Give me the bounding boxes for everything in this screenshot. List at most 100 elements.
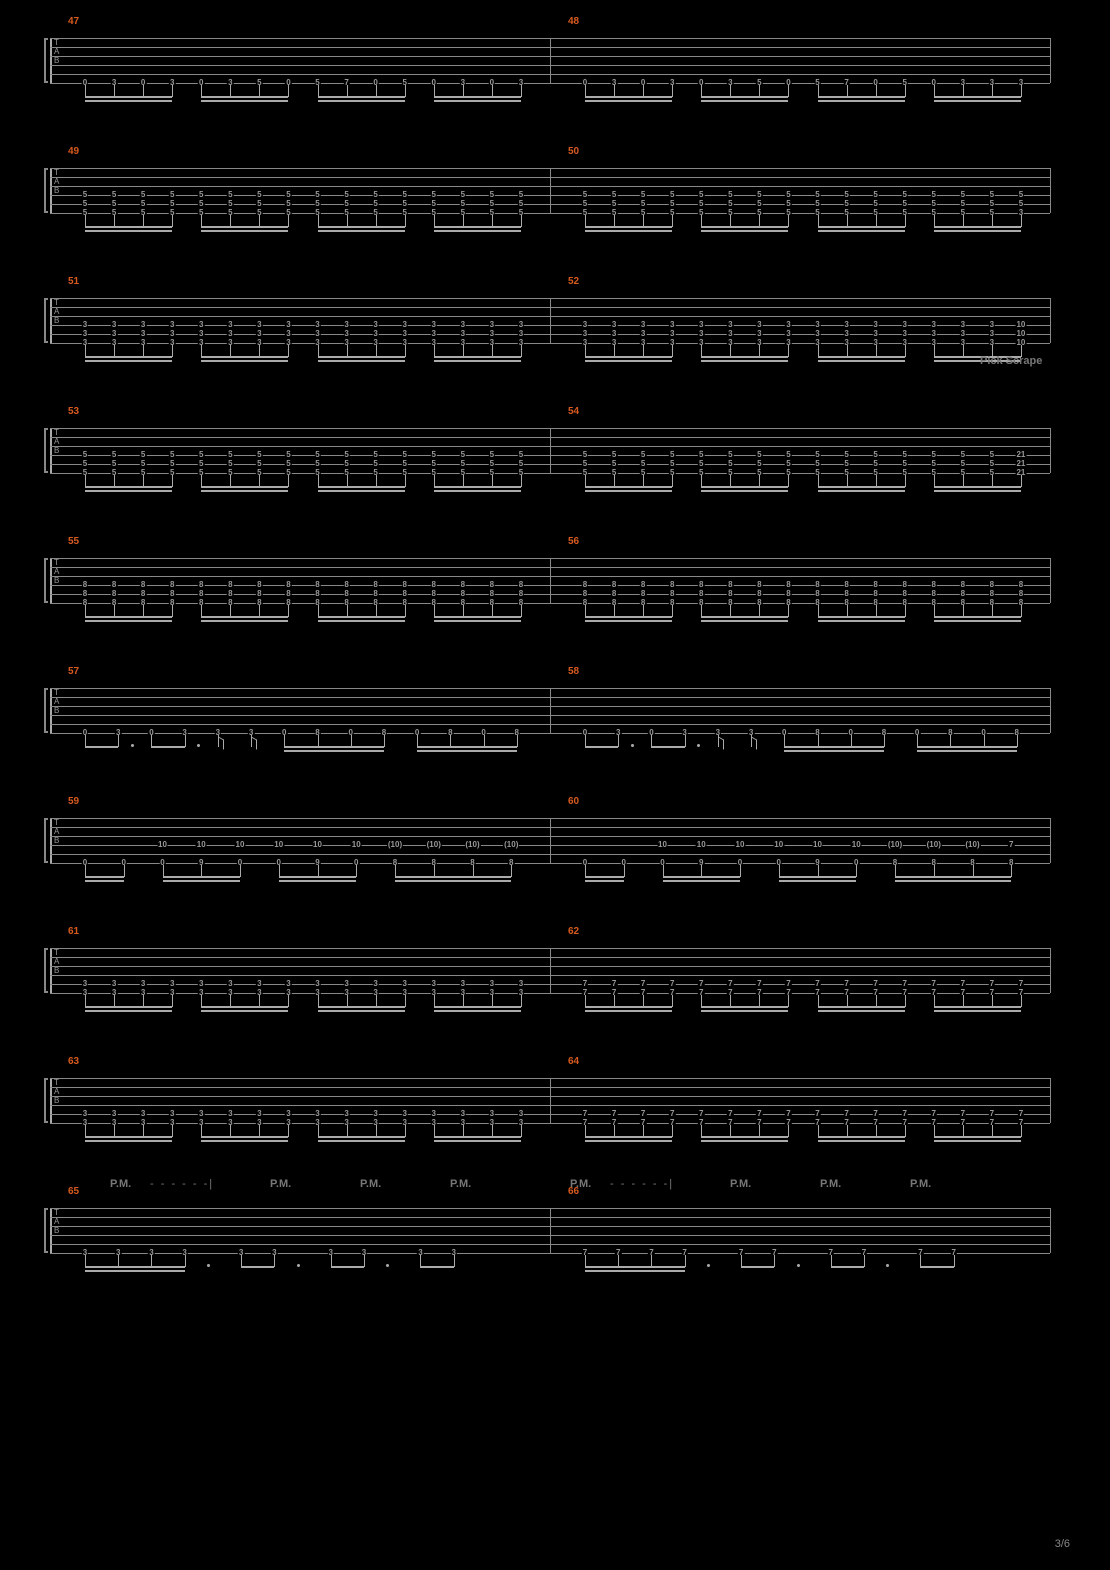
fret-number: 10 [351,841,362,849]
page-number: 3/6 [1055,1538,1070,1550]
fret-number: 3 [256,330,262,338]
fret-number: 7 [989,980,995,988]
fret-number: 8 [640,581,646,589]
fret-number: 3 [431,980,437,988]
barline-end [1050,298,1051,343]
fret-number: 3 [669,321,675,329]
note-beam [701,226,788,228]
fret-number: 8 [169,590,175,598]
note-stem [905,995,906,1007]
barline-mid [550,688,551,733]
fret-number: 8 [901,581,907,589]
fret-number: 10 [235,841,246,849]
fret-number: 5 [285,200,291,208]
fret-number: 3 [960,321,966,329]
fret-number: 3 [785,321,791,329]
fret-number: 3 [401,980,407,988]
fret-number: 8 [460,581,466,589]
note-stem [288,345,289,357]
fret-number: 8 [431,581,437,589]
note-stem [172,605,173,617]
fret-number: 5 [372,191,378,199]
fret-number: 7 [931,980,937,988]
note-beam [201,100,288,102]
note-flag [218,736,224,749]
note-stem [740,865,741,877]
fret-number: 5 [727,451,733,459]
note-stem [905,1125,906,1137]
note-beam [934,1140,1021,1142]
fret-number: 3 [460,980,466,988]
note-beam [434,100,521,102]
fret-number: 5 [285,451,291,459]
fret-number: 3 [489,980,495,988]
fret-number: 3 [756,330,762,338]
fret-number: 5 [256,191,262,199]
fret-number: 3 [460,330,466,338]
fret-number: 5 [843,191,849,199]
note-beam [895,880,1011,882]
fret-number: 7 [901,980,907,988]
fret-number: 10 [157,841,168,849]
note-stem [521,995,522,1007]
barline-end [1050,168,1051,213]
note-beam [163,880,241,882]
fret-number: 7 [1018,1110,1024,1118]
note-beam [585,616,672,618]
note-stem [864,1255,865,1267]
note-beam [85,1270,185,1272]
note-beam [585,620,672,622]
note-beam [934,100,1021,102]
fret-number: 3 [518,980,524,988]
fret-number: 3 [140,1110,146,1118]
fret-number: 3 [285,321,291,329]
note-stem [511,865,512,877]
fret-number: 7 [960,1110,966,1118]
note-beam [85,876,124,878]
note-beam [585,746,618,748]
barline-end [1050,428,1051,473]
note-beam [585,876,624,878]
note-beam [934,230,1021,232]
note-stem [521,85,522,97]
fret-number: 3 [431,321,437,329]
fret-number: 3 [343,980,349,988]
note-stem [1021,995,1022,1007]
note-beam [201,230,288,232]
measure-number: 51 [68,276,79,287]
fret-number: 3 [960,330,966,338]
fret-number: 7 [582,980,588,988]
fret-number: 3 [901,321,907,329]
note-beam [318,230,405,232]
fret-number: 3 [198,1110,204,1118]
note-beam [163,876,241,878]
note-stem [517,735,518,747]
fret-number: 8 [785,581,791,589]
note-beam [85,226,172,228]
rhythm-dot [297,1264,300,1267]
note-beam [818,356,905,358]
note-stem [356,865,357,877]
fret-number: 5 [698,200,704,208]
fret-number: 5 [640,200,646,208]
note-beam [85,1136,172,1138]
tab-staff-row-1: TAB5555555555555555555555555555555555555… [30,160,1080,240]
fret-number: 5 [785,451,791,459]
note-stem [274,1255,275,1267]
note-stem [1021,475,1022,487]
note-stem [905,85,906,97]
fret-number: 3 [843,321,849,329]
rhythm-dot [797,1264,800,1267]
fret-number: 5 [669,460,675,468]
fret-number: 5 [785,191,791,199]
fret-number: 5 [460,200,466,208]
fret-number: 3 [314,330,320,338]
fret-number: 3 [343,1110,349,1118]
note-stem [685,735,686,747]
note-beam [85,746,118,748]
fret-number: 5 [1018,191,1024,199]
fret-number: 7 [669,1110,675,1118]
fret-number: 7 [756,1110,762,1118]
fret-number: 5 [169,191,175,199]
fret-number: 8 [727,581,733,589]
